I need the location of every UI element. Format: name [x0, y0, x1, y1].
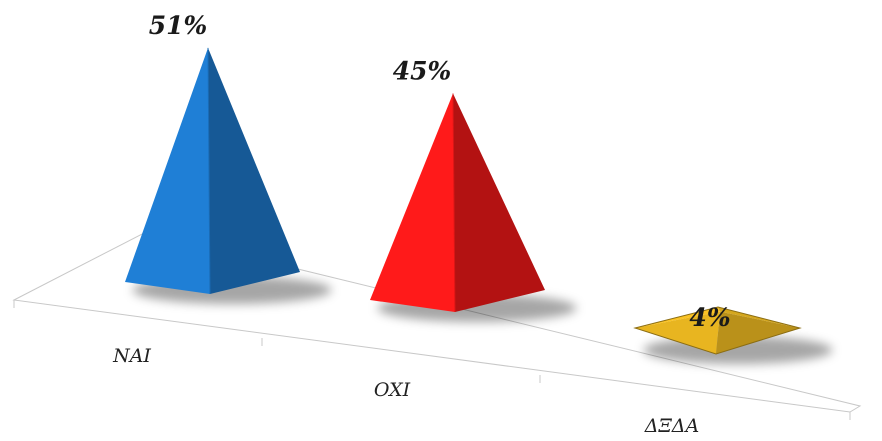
- pyramid-bar: [125, 47, 300, 295]
- category-label-oxi: OXI: [374, 379, 411, 401]
- pyramid-outline: [633, 306, 802, 355]
- pyramid-face-left: [635, 311, 720, 354]
- value-label-layer: 51% 45% 4%: [149, 11, 731, 332]
- pyramid-face-side: [453, 93, 545, 312]
- pyramid-face-front: [125, 47, 210, 294]
- category-label-nai: NAI: [112, 345, 151, 367]
- pyramid-layer: [125, 47, 802, 355]
- value-label-δξδα: 4%: [689, 303, 730, 332]
- pyramid-bar: [633, 306, 802, 355]
- pyramid-edge: [207, 47, 211, 295]
- pyramid-face-front: [370, 93, 455, 312]
- pyramid-edge: [452, 93, 456, 313]
- value-label-oxi: 45%: [393, 56, 452, 85]
- category-label-δξδα: ΔΞΔΑ: [644, 415, 700, 437]
- value-label-nai: 51%: [149, 11, 208, 40]
- pyramid-face-side: [208, 47, 300, 294]
- category-label-layer: NAI OXI ΔΞΔΑ: [112, 345, 699, 437]
- pyramid-face-right: [716, 311, 800, 354]
- pyramid-bar: [370, 93, 545, 313]
